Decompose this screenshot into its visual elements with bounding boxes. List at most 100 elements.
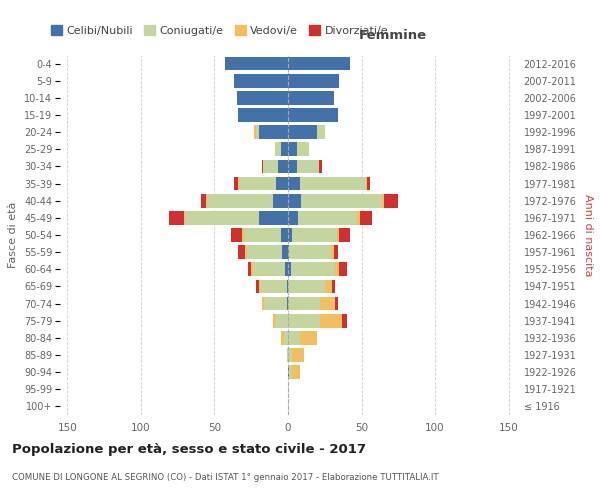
Bar <box>256 126 259 139</box>
Bar <box>253 262 285 276</box>
Bar <box>265 296 287 310</box>
Bar <box>334 246 338 259</box>
Bar <box>287 348 288 362</box>
Bar <box>288 228 292 242</box>
Bar <box>289 246 331 259</box>
Y-axis label: Anni di nascita: Anni di nascita <box>583 194 593 276</box>
Bar <box>288 176 300 190</box>
Bar <box>298 211 357 224</box>
Bar <box>201 194 206 207</box>
Bar <box>340 262 347 276</box>
Bar <box>319 160 322 173</box>
Bar <box>263 160 278 173</box>
Bar <box>288 126 317 139</box>
Bar <box>288 56 350 70</box>
Bar <box>325 280 332 293</box>
Bar <box>288 194 301 207</box>
Bar <box>288 246 289 259</box>
Bar <box>262 160 263 173</box>
Bar <box>320 314 343 328</box>
Bar <box>288 211 298 224</box>
Bar <box>169 211 184 224</box>
Bar <box>288 262 291 276</box>
Bar <box>288 366 289 379</box>
Bar <box>259 211 288 224</box>
Bar <box>288 280 325 293</box>
Bar <box>282 246 288 259</box>
Bar <box>292 228 337 242</box>
Bar <box>256 280 259 293</box>
Bar <box>367 176 370 190</box>
Bar <box>383 194 398 207</box>
Bar <box>288 314 320 328</box>
Text: COMUNE DI LONGONE AL SEGRINO (CO) - Dati ISTAT 1° gennaio 2017 - Elaborazione TU: COMUNE DI LONGONE AL SEGRINO (CO) - Dati… <box>12 472 439 482</box>
Bar <box>247 246 282 259</box>
Bar <box>382 194 383 207</box>
Bar <box>360 211 372 224</box>
Bar <box>331 246 334 259</box>
Bar <box>275 142 281 156</box>
Legend: Celibi/Nubili, Coniugati/e, Vedovi/e, Divorziati/e: Celibi/Nubili, Coniugati/e, Vedovi/e, Di… <box>46 21 393 40</box>
Bar <box>288 142 297 156</box>
Bar <box>262 296 265 310</box>
Bar <box>297 142 308 156</box>
Bar <box>233 74 288 88</box>
Bar <box>281 228 288 242</box>
Bar <box>233 176 238 190</box>
Bar <box>288 160 297 173</box>
Bar <box>230 228 242 242</box>
Bar <box>276 314 288 328</box>
Bar <box>301 194 382 207</box>
Bar <box>332 280 335 293</box>
Bar <box>206 194 207 207</box>
Bar <box>288 348 292 362</box>
Bar <box>287 296 288 310</box>
Bar <box>288 331 300 344</box>
Bar <box>244 228 281 242</box>
Bar <box>238 246 245 259</box>
Bar <box>239 176 276 190</box>
Bar <box>292 366 300 379</box>
Bar <box>276 176 288 190</box>
Bar <box>259 126 288 139</box>
Bar <box>242 228 244 242</box>
Bar <box>320 296 335 310</box>
Bar <box>335 262 340 276</box>
Y-axis label: Fasce di età: Fasce di età <box>8 202 19 268</box>
Bar <box>300 331 317 344</box>
Text: Femmine: Femmine <box>359 30 427 43</box>
Bar <box>288 296 320 310</box>
Bar <box>340 228 350 242</box>
Bar <box>273 194 288 207</box>
Bar <box>259 280 260 293</box>
Bar <box>260 280 287 293</box>
Bar <box>278 160 288 173</box>
Bar <box>281 142 288 156</box>
Bar <box>251 262 253 276</box>
Bar <box>238 176 239 190</box>
Bar <box>284 331 288 344</box>
Bar <box>248 262 251 276</box>
Bar <box>288 91 334 104</box>
Bar <box>291 262 335 276</box>
Bar <box>297 160 319 173</box>
Bar <box>245 246 247 259</box>
Bar <box>343 314 347 328</box>
Bar <box>236 91 288 104</box>
Bar <box>366 176 367 190</box>
Bar <box>337 228 340 242</box>
Bar <box>300 176 366 190</box>
Bar <box>317 126 325 139</box>
Bar <box>207 194 273 207</box>
Bar <box>238 108 288 122</box>
Bar <box>288 74 340 88</box>
Bar <box>292 348 304 362</box>
Text: Popolazione per età, sesso e stato civile - 2017: Popolazione per età, sesso e stato civil… <box>12 442 366 456</box>
Bar <box>225 56 288 70</box>
Bar <box>289 366 292 379</box>
Bar <box>281 331 284 344</box>
Bar <box>254 126 256 139</box>
Bar <box>287 280 288 293</box>
Bar <box>185 211 259 224</box>
Bar <box>285 262 288 276</box>
